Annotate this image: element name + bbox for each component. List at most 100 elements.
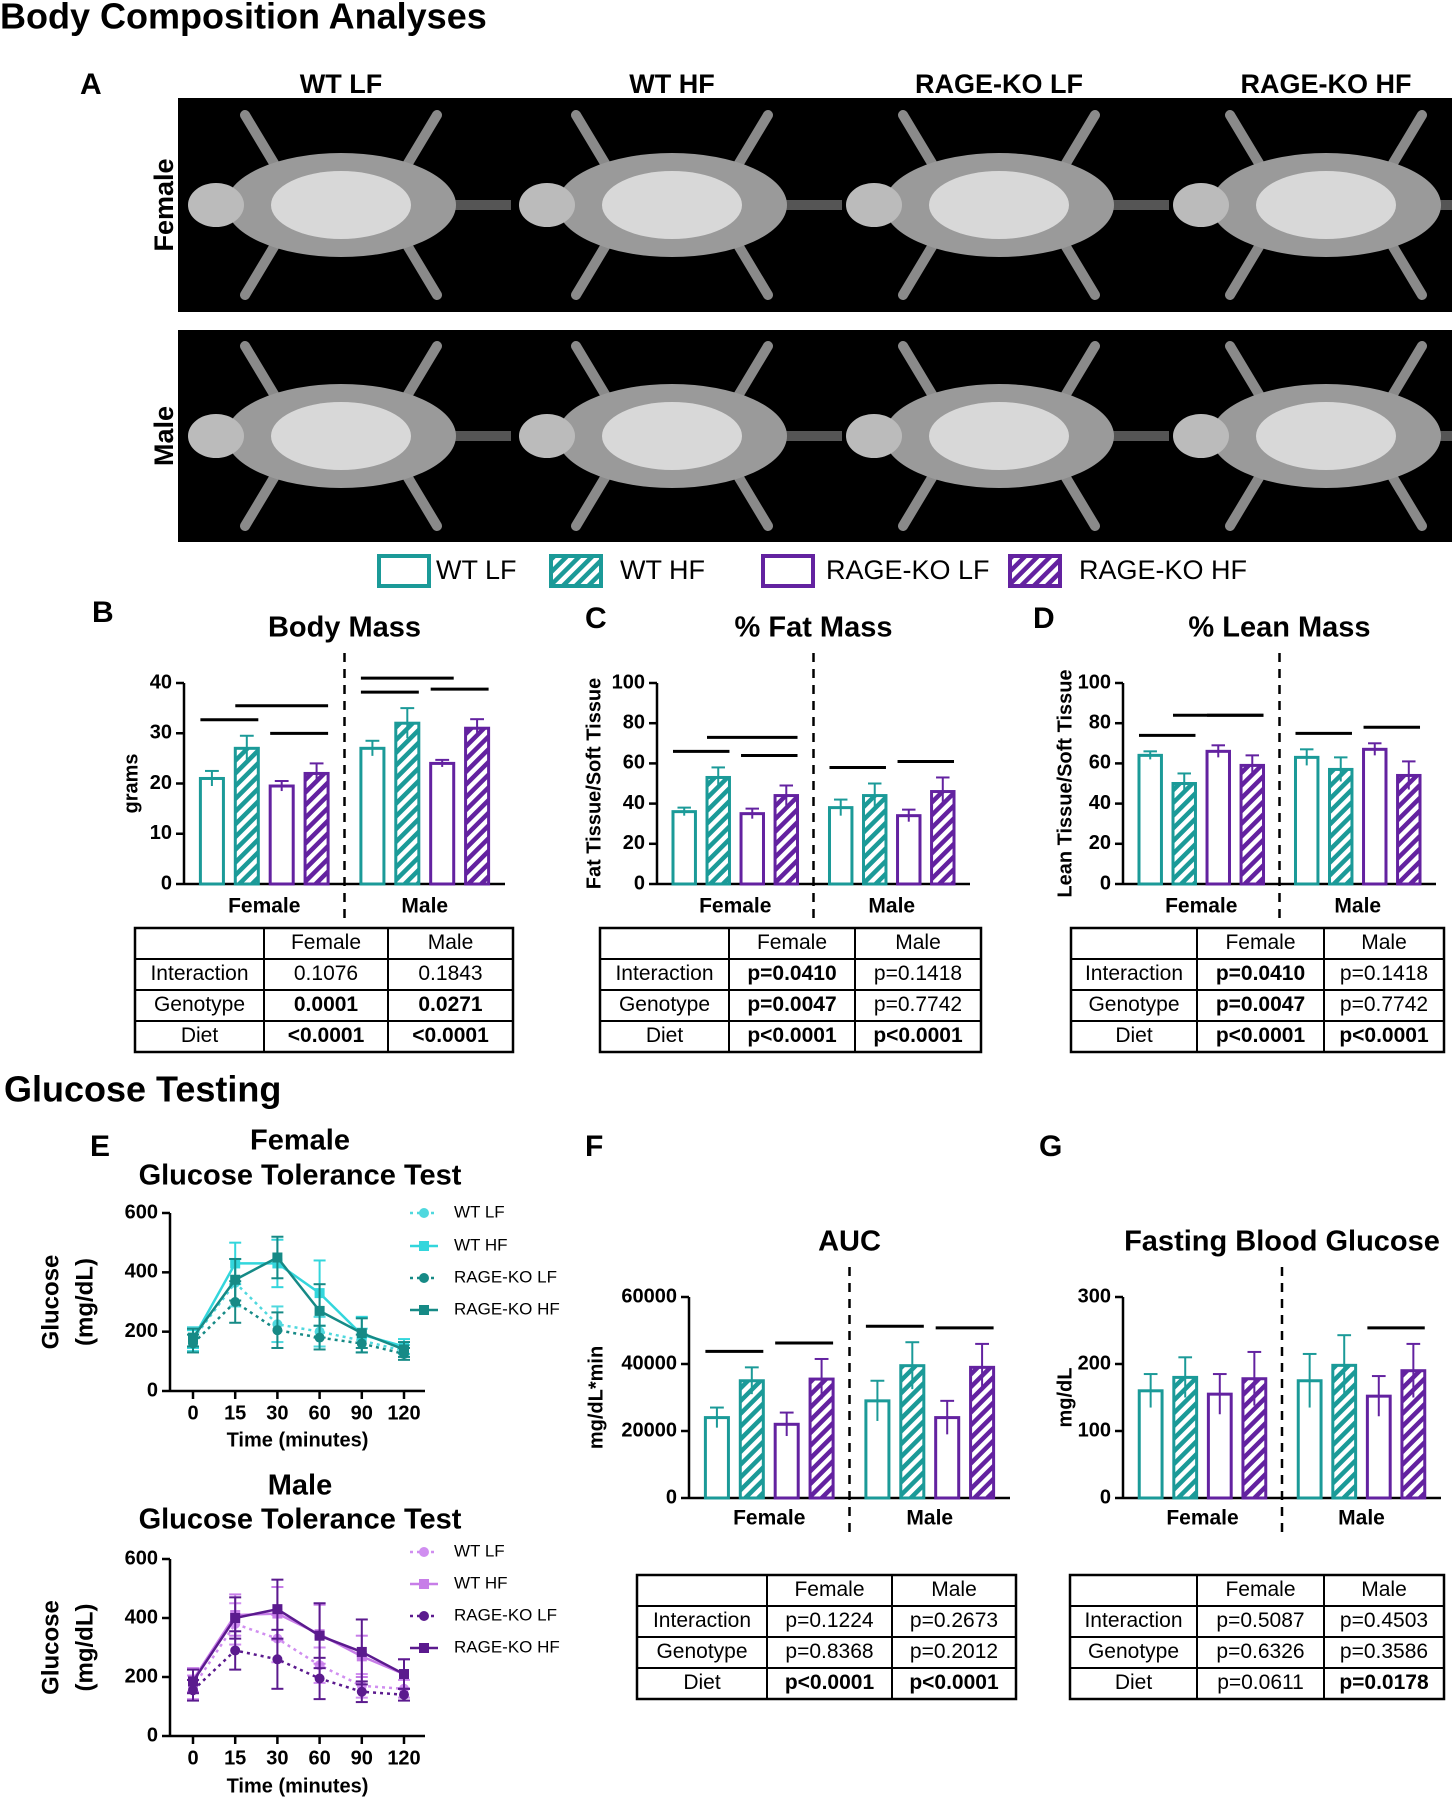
mouse-silhouette (1173, 110, 1452, 300)
x-tick-label: 0 (187, 1402, 198, 1424)
legend-label: RAGE-KO HF (1079, 555, 1247, 585)
table-header: Female (794, 1578, 864, 1601)
bar (268, 784, 295, 886)
legend-label: WT HF (454, 1235, 508, 1254)
table-cell: 0.0001 (294, 993, 359, 1016)
y-tick-label: 20000 (621, 1419, 677, 1441)
table-header: Female (757, 931, 827, 954)
table-header: Male (895, 931, 941, 954)
section-title: Glucose Testing (4, 1069, 281, 1110)
error-bar (1406, 1342, 1421, 1398)
legend-marker (419, 1643, 429, 1653)
table-header: Male (1361, 1578, 1407, 1601)
mouse-core (1256, 171, 1396, 239)
table-cell: p<0.0001 (909, 1671, 999, 1694)
data-point (356, 1646, 367, 1657)
error-bar (1302, 1352, 1317, 1408)
error-bar (745, 807, 759, 819)
category-label: Female (699, 895, 771, 918)
panel-label: F (585, 1130, 603, 1163)
error-bar (870, 1379, 885, 1421)
legend-label: WT HF (454, 1573, 508, 1592)
table-cell: 0.0271 (418, 993, 483, 1016)
table-cell: p=0.0410 (747, 962, 836, 985)
error-bar (435, 758, 450, 767)
table-header: Male (931, 1578, 977, 1601)
table-row-label: Interaction (653, 1609, 751, 1632)
legend-swatch (1008, 554, 1062, 588)
y-tick-label: 10 (150, 822, 172, 844)
y-tick-label: 0 (634, 872, 645, 894)
x-tick-label: 90 (351, 1747, 373, 1769)
y-tick-label: 100 (1078, 671, 1111, 693)
legend-marker (419, 1273, 429, 1283)
mouse-silhouette (188, 110, 511, 300)
y-tick-label: 300 (1078, 1285, 1111, 1307)
error-bar (902, 808, 916, 822)
error-bar (1143, 1373, 1158, 1408)
error-bar (868, 782, 882, 808)
y-tick-label: 0 (1100, 1486, 1111, 1508)
y-tick-label: 80 (1089, 711, 1111, 733)
data-point (356, 1328, 367, 1339)
y-axis-label: mg/dL (1054, 1368, 1076, 1428)
bar (394, 721, 421, 886)
bar (1239, 763, 1266, 886)
data-point (188, 1332, 198, 1343)
data-point (230, 1297, 241, 1307)
y-tick-label: 60 (1089, 752, 1111, 774)
data-point (356, 1686, 367, 1697)
mouse-silhouette (519, 110, 842, 300)
table-cell: p=0.0410 (1216, 962, 1305, 985)
column-header: RAGE-KO HF (1241, 69, 1412, 99)
chart-subtitle: Glucose Tolerance Test (139, 1504, 462, 1536)
series-line (191, 1607, 405, 1683)
table-row-label: Diet (683, 1671, 721, 1694)
data-point (272, 1654, 283, 1665)
legend-marker (419, 1208, 429, 1218)
data-point (272, 1604, 283, 1615)
mouse-head (846, 414, 902, 458)
error-bar (239, 734, 254, 761)
data-point (399, 1669, 409, 1680)
table-row-label: Genotype (1088, 993, 1179, 1016)
bar (738, 1379, 765, 1500)
legend-marker (419, 1579, 429, 1589)
error-bar (205, 769, 219, 787)
table-row-label: Diet (646, 1024, 684, 1047)
error-bar (744, 1366, 759, 1395)
legend-label: RAGE-KO HF (454, 1637, 560, 1656)
error-bar (779, 784, 794, 806)
panel-label: A (80, 68, 102, 101)
table-cell: p=0.5087 (1216, 1609, 1304, 1632)
table-cell: p=0.0047 (747, 993, 836, 1016)
panel-label: E (90, 1130, 110, 1163)
mouse-core (929, 171, 1069, 239)
error-bar (1402, 760, 1416, 790)
error-bar (677, 806, 691, 816)
y-tick-label: 40 (150, 671, 172, 693)
mouse-silhouette (846, 341, 1169, 531)
legend-marker (419, 1305, 429, 1315)
table-cell: p=0.1418 (874, 962, 962, 985)
table-row-label: Diet (1115, 1671, 1153, 1694)
y-tick-label: 40000 (621, 1352, 677, 1374)
legend-label: RAGE-KO HF (454, 1299, 560, 1318)
table-cell: p=0.6326 (1216, 1640, 1304, 1663)
bar (703, 1416, 730, 1500)
mouse-core (602, 402, 742, 470)
bar (862, 794, 888, 886)
series-line (191, 1255, 405, 1351)
chart-title: Male (268, 1470, 332, 1502)
table-cell: 0.1843 (418, 962, 482, 985)
table-cell: p=0.8368 (785, 1640, 873, 1663)
series-line (192, 1300, 405, 1356)
y-tick-label: 0 (161, 872, 172, 894)
y-tick-label: 200 (1078, 1352, 1111, 1374)
x-tick-label: 120 (387, 1747, 420, 1769)
mouse-core (929, 402, 1069, 470)
table-header: Male (1361, 931, 1407, 954)
error-bar (1211, 744, 1225, 758)
y-tick-label: 20 (623, 832, 645, 854)
x-axis-label: Time (minutes) (227, 1429, 369, 1451)
